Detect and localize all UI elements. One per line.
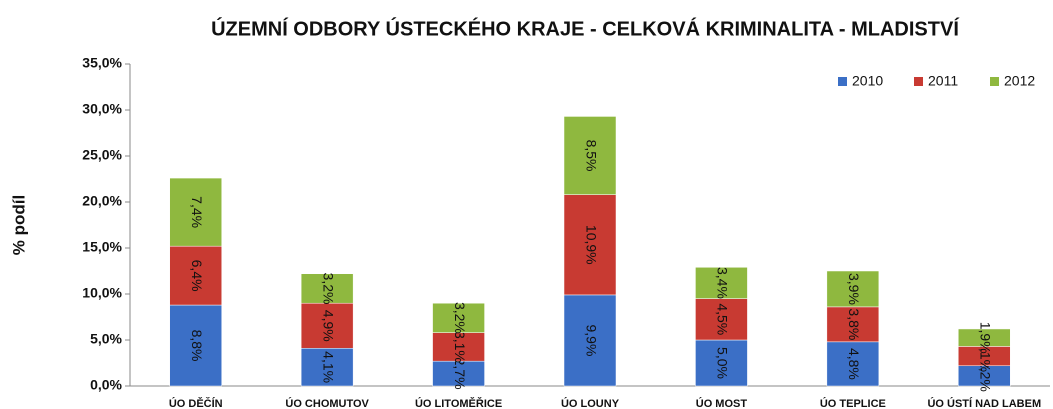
data-label: 2,1% bbox=[978, 340, 994, 372]
data-label: 4,9% bbox=[320, 310, 336, 342]
bar-segment bbox=[695, 339, 748, 387]
x-tick-label: ÚO DĚČÍN bbox=[169, 397, 223, 409]
x-tick-label: ÚO CHOMUTOV bbox=[285, 397, 369, 409]
y-tick-label: 35,0% bbox=[82, 55, 122, 71]
data-label: 6,4% bbox=[189, 260, 205, 292]
data-label: 10,9% bbox=[583, 225, 599, 265]
bar-segment bbox=[563, 116, 617, 195]
bar-segment bbox=[300, 348, 354, 387]
bar-segment bbox=[563, 294, 617, 387]
data-label: 3,1% bbox=[452, 331, 468, 363]
legend-label: 2011 bbox=[928, 73, 958, 89]
data-label: 3,8% bbox=[846, 308, 862, 340]
data-label: 7,4% bbox=[189, 196, 205, 228]
data-label: 2,7% bbox=[452, 358, 468, 390]
bar-segment bbox=[826, 270, 880, 308]
y-tick-label: 15,0% bbox=[82, 239, 122, 255]
x-tick-label: ÚO TEPLICE bbox=[820, 397, 886, 409]
legend-label: 2010 bbox=[852, 73, 883, 89]
data-label: 4,1% bbox=[320, 351, 336, 383]
data-label: 9,9% bbox=[583, 324, 599, 356]
bar-segment bbox=[563, 194, 617, 296]
y-tick-label: 30,0% bbox=[82, 101, 122, 117]
y-tick-label: 0,0% bbox=[90, 377, 122, 393]
data-label: 2,2% bbox=[978, 360, 994, 392]
data-label: 8,8% bbox=[189, 330, 205, 362]
bar-segment bbox=[826, 306, 880, 343]
bar-segment bbox=[432, 360, 485, 387]
bar-segment bbox=[432, 302, 485, 333]
data-label: 8,5% bbox=[583, 140, 599, 172]
bar-segment bbox=[300, 302, 354, 349]
y-tick-label: 10,0% bbox=[82, 285, 122, 301]
bar-segment bbox=[695, 298, 748, 341]
x-tick-label: ÚO ÚSTÍ NAD LABEM bbox=[927, 397, 1041, 409]
chart-title: ÚZEMNÍ ODBORY ÚSTECKÉHO KRAJE - CELKOVÁ … bbox=[211, 16, 959, 40]
data-label: 3,4% bbox=[715, 267, 731, 299]
bar-segment bbox=[958, 328, 1011, 347]
x-tick-label: ÚO LITOMĚŘICE bbox=[415, 397, 502, 409]
y-axis-label: % podíl bbox=[9, 195, 28, 255]
legend-label: 2012 bbox=[1004, 73, 1035, 89]
data-label: 3,2% bbox=[320, 273, 336, 305]
y-tick-label: 25,0% bbox=[82, 147, 122, 163]
data-label: 4,8% bbox=[846, 348, 862, 380]
bar-segment bbox=[169, 245, 222, 306]
bar-segment bbox=[826, 341, 880, 387]
y-tick-label: 20,0% bbox=[82, 193, 122, 209]
data-label: 4,5% bbox=[715, 303, 731, 335]
data-label: 5,0% bbox=[715, 347, 731, 379]
bar-segment bbox=[300, 273, 354, 304]
bar-segment bbox=[695, 267, 748, 299]
y-tick-label: 5,0% bbox=[90, 331, 122, 347]
data-label: 1,9% bbox=[978, 322, 994, 354]
data-label: 3,9% bbox=[846, 273, 862, 305]
x-tick-label: ÚO LOUNY bbox=[561, 397, 620, 409]
legend-swatch bbox=[990, 77, 999, 86]
x-tick-label: ÚO MOST bbox=[696, 397, 748, 409]
data-label: 3,2% bbox=[452, 302, 468, 334]
legend-swatch bbox=[914, 77, 923, 86]
bar-segment bbox=[169, 177, 222, 247]
legend-swatch bbox=[838, 77, 847, 86]
